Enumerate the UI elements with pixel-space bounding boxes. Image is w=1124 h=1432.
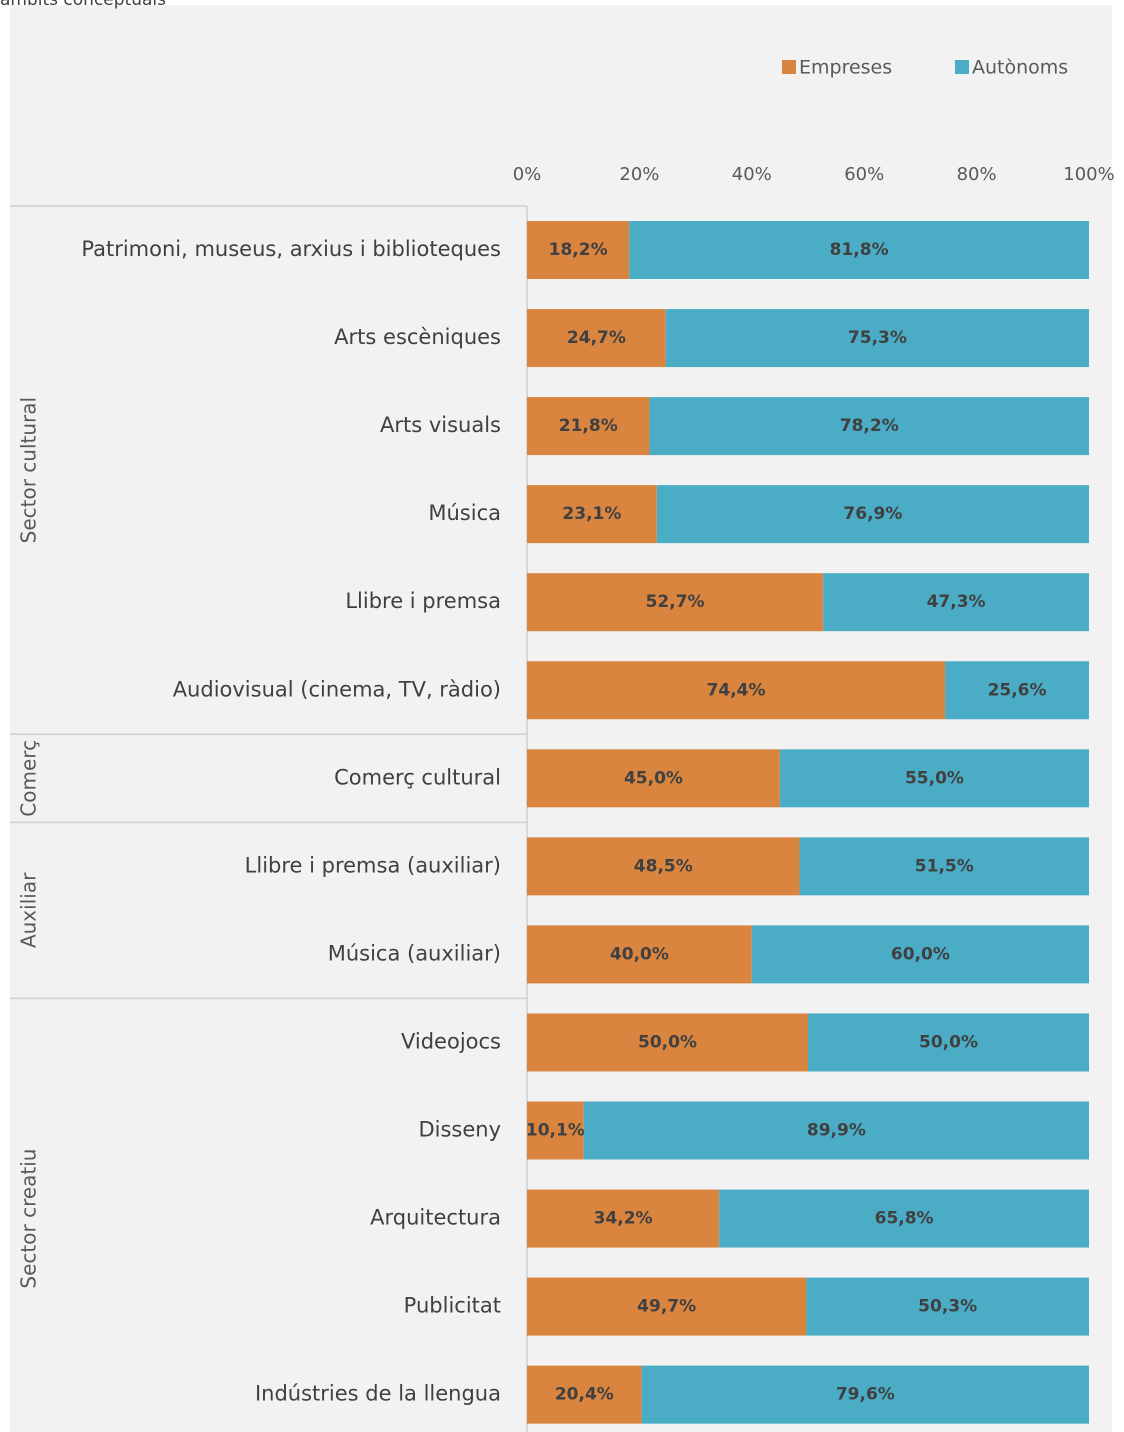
data-label: 74,4% [707,680,766,700]
category-label: Disseny [418,1118,501,1142]
category-label: Llibre i premsa [345,589,501,613]
bar-segment [629,221,1089,279]
category-label: Videojocs [401,1029,501,1053]
data-label: 20,4% [555,1385,614,1405]
bar-segment [649,397,1089,456]
bar-segment [656,485,1089,544]
data-label: 24,7% [567,328,626,348]
category-label: Llibre i premsa (auxiliar) [245,853,501,877]
bar-segment [527,1101,584,1160]
legend-swatch [955,60,969,74]
bar-segment [751,925,1089,984]
bar-segment [641,1365,1089,1424]
data-label: 45,0% [624,768,683,788]
category-label: Comerç cultural [334,765,501,789]
bar-segment [527,573,824,632]
bar-segment [799,837,1089,896]
legend-swatch [782,60,796,74]
x-tick-label: 100% [1063,164,1114,185]
group-label: Sector cultural [17,397,41,543]
legend-label: Empreses [799,57,892,79]
category-label: Arts escèniques [334,325,501,349]
category-label: Música (auxiliar) [328,941,501,965]
bar-segment [823,573,1089,632]
bar-segment [527,397,650,456]
chart-title: àmbits conceptuals [0,0,166,10]
data-label: 79,6% [836,1385,895,1405]
bar-segment [779,749,1089,808]
category-label: Arts visuals [380,413,501,437]
bar-segment [527,485,657,544]
bar-segment [527,309,666,368]
bar-segment [527,925,752,984]
data-label: 18,2% [549,240,608,260]
group-label: Auxiliar [17,872,41,948]
data-label: 48,5% [634,856,693,876]
data-label: 76,9% [843,504,902,524]
data-label: 49,7% [637,1297,696,1317]
bar-segment [719,1189,1089,1248]
category-label: Audiovisual (cinema, TV, ràdio) [173,677,501,701]
bar-segment [527,1013,808,1072]
category-label: Publicitat [404,1294,501,1318]
bar-segment [527,749,780,808]
data-label: 47,3% [927,592,986,612]
x-tick-label: 80% [957,164,997,185]
data-label: 89,9% [807,1121,866,1141]
data-label: 34,2% [594,1209,653,1229]
group-label: Comerç [17,740,41,817]
bar-segment [945,661,1089,720]
data-label: 52,7% [646,592,705,612]
data-label: 21,8% [559,416,618,436]
bar-segment [583,1101,1089,1160]
group-label: Sector creatiu [17,1149,41,1289]
data-label: 51,5% [915,856,974,876]
category-label: Patrimoni, museus, arxius i biblioteques [81,237,501,261]
category-label: Arquitectura [370,1206,501,1230]
data-label: 55,0% [905,768,964,788]
bar-segment [665,309,1089,368]
bar-segment [527,1189,720,1248]
data-label: 25,6% [988,680,1047,700]
data-label: 40,0% [610,944,669,964]
legend-label: Autònoms [972,57,1068,79]
bar-segment [527,661,946,720]
x-tick-label: 60% [844,164,884,185]
x-tick-label: 40% [732,164,772,185]
category-label: Música [428,501,501,525]
data-label: 50,0% [919,1032,978,1052]
bar-segment [527,1365,642,1424]
data-label: 10,1% [526,1121,585,1141]
data-label: 23,1% [562,504,621,524]
data-label: 78,2% [840,416,899,436]
bar-segment [527,837,800,896]
bar-segment [808,1013,1089,1072]
data-label: 81,8% [830,240,889,260]
data-label: 75,3% [848,328,907,348]
bar-segment [806,1277,1089,1336]
data-label: 50,3% [918,1297,977,1317]
data-label: 60,0% [891,944,950,964]
category-label: Indústries de la llengua [255,1382,501,1406]
bar-segment [527,221,630,279]
data-label: 65,8% [875,1209,934,1229]
data-label: 50,0% [638,1032,697,1052]
x-tick-label: 20% [619,164,659,185]
x-tick-label: 0% [513,164,542,185]
bar-segment [527,1277,807,1336]
